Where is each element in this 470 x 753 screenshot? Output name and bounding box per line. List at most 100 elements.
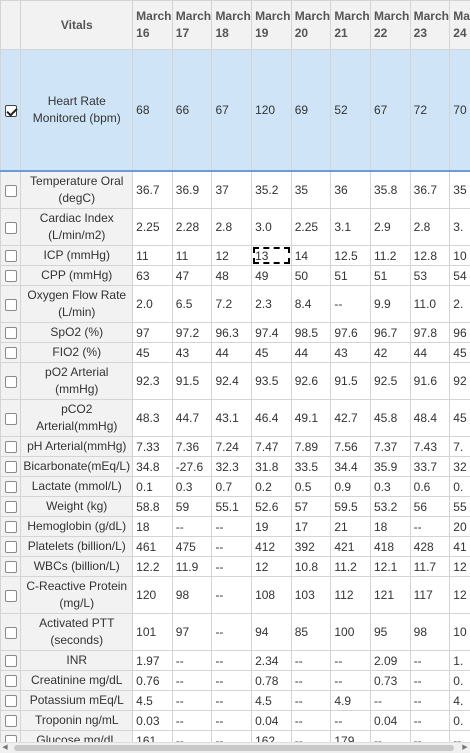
vital-value-cell[interactable]: 55.1	[211, 496, 253, 517]
vital-value-cell[interactable]: 11.9	[171, 556, 213, 577]
vital-value-cell[interactable]: 10.8	[290, 556, 332, 577]
vital-value-cell[interactable]: 2.34	[251, 650, 292, 671]
vital-value-cell[interactable]: --	[171, 690, 213, 711]
vital-value-cell[interactable]: 97	[171, 613, 213, 651]
vital-value-cell[interactable]: 4.9	[330, 690, 371, 711]
vital-value-cell[interactable]: 97.4	[251, 322, 292, 343]
vital-value-cell[interactable]: 96.3	[211, 322, 253, 343]
vital-value-cell[interactable]: 98	[409, 613, 451, 651]
vital-value-cell[interactable]: 7.24	[211, 436, 253, 457]
vital-value-cell[interactable]: --	[370, 690, 411, 711]
vitals-row[interactable]: Heart Rate Monitored (bpm) 68 66 67 120 69 52 6…	[0, 49, 470, 171]
vital-value-cell[interactable]: 121	[370, 576, 411, 614]
vital-value-cell[interactable]: 92.4	[211, 362, 253, 400]
row-checkbox[interactable]	[4, 441, 17, 454]
scroll-left-arrow-icon[interactable]: ◀	[2, 744, 8, 751]
vitals-row[interactable]: Platelets (billion/L) 461 475 -- 412 392 421 41…	[0, 536, 470, 557]
vital-value-cell[interactable]: 45	[132, 342, 173, 363]
vital-value-cell[interactable]: 0.78	[251, 670, 292, 691]
vital-value-cell[interactable]: 91.5	[330, 362, 371, 400]
vital-value-cell[interactable]: 10	[449, 613, 470, 651]
vital-value-cell[interactable]: 51	[330, 265, 371, 286]
vital-value-cell[interactable]: 53	[409, 265, 451, 286]
vital-value-cell[interactable]: --	[330, 670, 371, 691]
vital-value-cell[interactable]: 32	[449, 456, 470, 477]
row-checkbox[interactable]	[4, 561, 17, 574]
vital-value-cell[interactable]: 43	[330, 342, 371, 363]
vital-value-cell[interactable]: 461	[132, 536, 173, 557]
vital-value-cell[interactable]: --	[330, 710, 371, 731]
vital-value-cell[interactable]: 0.5	[290, 476, 332, 497]
vital-value-cell[interactable]: 36.7	[409, 170, 451, 209]
vitals-row[interactable]: pO2 Arterial (mmHg) 92.3 91.5 92.4 93.5 92.6 9…	[0, 362, 470, 400]
vital-value-cell[interactable]: 53.2	[370, 496, 411, 517]
scrollbar-thumb[interactable]	[14, 745, 454, 751]
vital-value-cell[interactable]: 51	[370, 265, 411, 286]
date-column-header[interactable]: March 20	[290, 0, 332, 50]
vital-value-cell[interactable]: 2.0	[132, 285, 173, 323]
vital-value-cell[interactable]: 12.1	[370, 556, 411, 577]
vital-value-cell[interactable]: 100	[330, 613, 371, 651]
vital-value-cell[interactable]: 36.7	[132, 170, 173, 209]
row-checkbox[interactable]	[4, 347, 17, 360]
vital-value-cell[interactable]: 103	[290, 576, 332, 614]
vitals-row[interactable]: Creatinine mg/dL 0.76 -- -- 0.78 -- -- 0.73 -- 0.	[0, 670, 470, 691]
vital-value-cell[interactable]: 92	[449, 362, 470, 400]
vital-value-cell[interactable]: 418	[370, 536, 411, 557]
vital-value-cell[interactable]: 98	[171, 576, 213, 614]
row-checkbox[interactable]	[4, 521, 17, 534]
vital-value-cell[interactable]: 7.2	[211, 285, 253, 323]
vital-value-cell[interactable]: 10	[449, 245, 470, 266]
vital-value-cell[interactable]: 0.76	[132, 670, 173, 691]
vital-value-cell[interactable]: 13	[251, 245, 292, 266]
vital-value-cell[interactable]: 49.1	[290, 399, 332, 437]
date-column-header[interactable]: March 18	[211, 0, 253, 50]
vital-value-cell[interactable]: 11.0	[409, 285, 451, 323]
vital-value-cell[interactable]: 3.0	[251, 208, 292, 246]
vital-value-cell[interactable]: 0.3	[370, 476, 411, 497]
date-column-header[interactable]: March 22	[370, 0, 411, 50]
vital-value-cell[interactable]: 98.5	[290, 322, 332, 343]
vitals-row[interactable]: Activated PTT (seconds) 101 97 -- 94 85 100 95 9…	[0, 613, 470, 651]
vital-value-cell[interactable]: 12	[449, 576, 470, 614]
vital-value-cell[interactable]: 421	[330, 536, 371, 557]
vital-value-cell[interactable]: 101	[132, 613, 173, 651]
vitals-row[interactable]: Temperature Oral (degC) 36.7 36.9 37 35.2 35 3…	[0, 170, 470, 209]
vital-value-cell[interactable]: 2.8	[409, 208, 451, 246]
vital-value-cell[interactable]: 37	[211, 170, 253, 209]
vital-value-cell[interactable]: 0.	[449, 710, 470, 731]
vitals-row[interactable]: Troponin ng/mL 0.03 -- -- 0.04 -- -- 0.04 -- 0.	[0, 710, 470, 731]
vital-value-cell[interactable]: 2.25	[290, 208, 332, 246]
row-checkbox[interactable]	[4, 695, 17, 708]
vitals-row[interactable]: Potassium mEq/L 4.5 -- -- 4.5 -- 4.9 -- -- 4.	[0, 690, 470, 711]
vital-value-cell[interactable]: 68	[132, 49, 173, 171]
row-checkbox[interactable]	[4, 270, 17, 283]
vital-value-cell[interactable]: 57	[290, 496, 332, 517]
vital-value-cell[interactable]: 11.2	[330, 556, 371, 577]
row-checkbox[interactable]	[4, 589, 17, 602]
vital-value-cell[interactable]: 45	[449, 399, 470, 437]
vital-value-cell[interactable]: 11.7	[409, 556, 451, 577]
vitals-row[interactable]: ICP (mmHg) 11 11 12 13 14 12.5 11.2 12.8 10	[0, 245, 470, 266]
vital-value-cell[interactable]: 96.7	[370, 322, 411, 343]
vital-value-cell[interactable]: 7.47	[251, 436, 292, 457]
row-checkbox[interactable]	[4, 250, 17, 263]
vital-value-cell[interactable]: 92.6	[290, 362, 332, 400]
vital-value-cell[interactable]: --	[211, 536, 253, 557]
vital-value-cell[interactable]: --	[211, 710, 253, 731]
vital-value-cell[interactable]: 475	[171, 536, 213, 557]
vital-value-cell[interactable]: 0.73	[370, 670, 411, 691]
vital-value-cell[interactable]: 20	[449, 516, 470, 537]
vital-value-cell[interactable]: 45.8	[370, 399, 411, 437]
vital-value-cell[interactable]: --	[171, 650, 213, 671]
vital-value-cell[interactable]: 44	[290, 342, 332, 363]
vital-value-cell[interactable]: 49	[251, 265, 292, 286]
vital-value-cell[interactable]: 392	[290, 536, 332, 557]
vital-value-cell[interactable]: 91.5	[171, 362, 213, 400]
vitals-row[interactable]: pH Arterial(mmHg) 7.33 7.36 7.24 7.47 7.89 7.5…	[0, 436, 470, 457]
vital-value-cell[interactable]: 12	[211, 245, 253, 266]
vital-value-cell[interactable]: 59.5	[330, 496, 371, 517]
vital-value-cell[interactable]: 0.03	[132, 710, 173, 731]
vital-value-cell[interactable]: --	[409, 650, 451, 671]
vital-value-cell[interactable]: 35.9	[370, 456, 411, 477]
